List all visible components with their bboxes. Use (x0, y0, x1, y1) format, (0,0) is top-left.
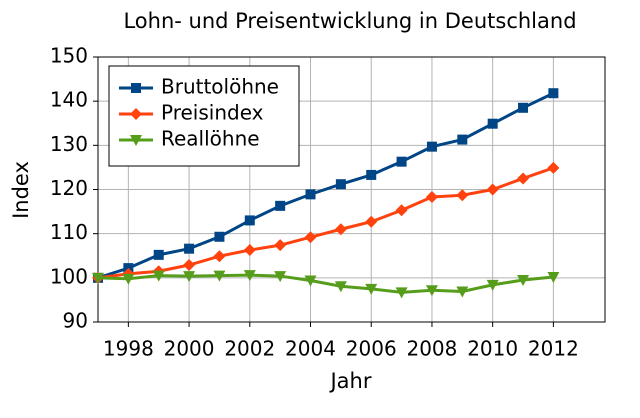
marker (425, 285, 438, 297)
marker (365, 283, 378, 295)
data-line (97, 91, 555, 280)
x-tick-label: 2008 (406, 337, 457, 361)
marker (335, 179, 346, 190)
marker (244, 215, 255, 226)
x-tick-label: 2004 (285, 337, 336, 361)
marker (395, 287, 408, 299)
marker (304, 231, 317, 244)
marker (153, 249, 164, 260)
marker (426, 141, 437, 152)
marker (122, 273, 135, 285)
y-tick-label: 150 (50, 44, 88, 68)
marker (548, 88, 559, 99)
data-line (97, 166, 554, 280)
marker (334, 281, 347, 293)
marker (304, 275, 317, 287)
chart-title: Lohn- und Preisentwicklung in Deutschlan… (123, 9, 576, 33)
marker (214, 231, 225, 242)
marker (183, 259, 196, 272)
marker (365, 215, 378, 228)
plot-frame (97, 56, 606, 323)
marker (130, 135, 142, 146)
marker (243, 270, 256, 282)
marker (425, 191, 438, 204)
marker (547, 161, 560, 174)
marker (334, 223, 347, 236)
marker (184, 243, 195, 254)
marker (243, 244, 256, 257)
marker (486, 279, 499, 291)
y-tick-label: 120 (50, 176, 88, 200)
marker (456, 286, 469, 298)
y-tick-label: 130 (50, 132, 88, 156)
y-tick-label: 100 (50, 264, 88, 288)
y-tick-label: 110 (50, 220, 88, 244)
marker (517, 172, 530, 185)
marker (183, 271, 196, 283)
x-tick-label: 2012 (528, 337, 579, 361)
marker (366, 169, 377, 180)
marker (487, 118, 498, 129)
x-axis-label: Jahr (328, 369, 371, 393)
marker (396, 156, 407, 167)
x-tick-label: 1998 (103, 337, 154, 361)
marker (131, 83, 141, 93)
marker (152, 270, 165, 282)
legend-box (108, 65, 300, 167)
marker (213, 270, 226, 282)
marker (456, 189, 469, 202)
marker (92, 272, 104, 284)
data-line (97, 273, 554, 294)
marker (130, 108, 142, 120)
marker (274, 271, 287, 283)
x-tick-label: 2006 (346, 337, 397, 361)
marker (457, 134, 468, 145)
marker (517, 275, 530, 287)
marker (547, 271, 560, 283)
marker (395, 204, 408, 217)
marker (305, 189, 316, 200)
marker (213, 250, 226, 263)
y-tick-label: 140 (50, 88, 88, 112)
marker (518, 102, 529, 113)
marker (274, 239, 287, 252)
marker (275, 200, 286, 211)
y-axis-label: Index (9, 161, 33, 219)
marker (486, 183, 499, 196)
legend-label: Bruttolöhne (161, 75, 279, 99)
x-tick-label: 2002 (224, 337, 275, 361)
legend-label: Reallöhne (161, 127, 260, 151)
x-tick-label: 2010 (467, 337, 518, 361)
legend-label: Preisindex (161, 101, 264, 125)
y-tick-label: 90 (63, 309, 88, 333)
x-tick-label: 2000 (164, 337, 215, 361)
